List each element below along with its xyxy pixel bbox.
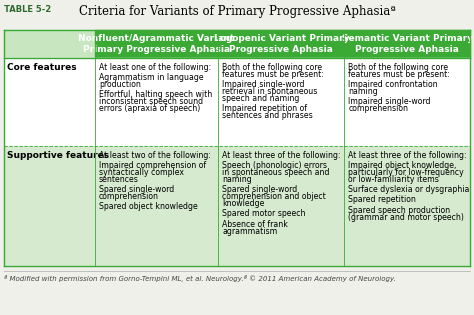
Text: Criteria for Variants of Primary Progressive Aphasiaª: Criteria for Variants of Primary Progres… xyxy=(79,5,395,18)
Bar xyxy=(219,58,344,146)
Text: in spontaneous speech and: in spontaneous speech and xyxy=(222,168,330,177)
Text: Spared repetition: Spared repetition xyxy=(348,195,416,204)
Text: comprehension and object: comprehension and object xyxy=(222,192,326,201)
Bar xyxy=(4,30,95,58)
Bar xyxy=(344,30,470,58)
Bar xyxy=(344,58,470,146)
Bar xyxy=(4,146,95,266)
Text: Supportive features: Supportive features xyxy=(7,151,109,160)
Text: At least two of the following:: At least two of the following: xyxy=(99,151,211,160)
Text: Semantic Variant Primary
Progressive Aphasia: Semantic Variant Primary Progressive Aph… xyxy=(342,34,473,54)
Text: Nonfluent/Agrammatic Variant
Primary Progressive Aphasia: Nonfluent/Agrammatic Variant Primary Pro… xyxy=(79,34,235,54)
Bar xyxy=(95,146,219,266)
Text: Spared motor speech: Spared motor speech xyxy=(222,209,306,218)
Text: ª Modified with permission from Gorno-Tempini ML, et al. Neurology.ª © 2011 Amer: ª Modified with permission from Gorno-Te… xyxy=(4,275,396,282)
Text: Spared object knowledge: Spared object knowledge xyxy=(99,203,198,211)
Text: Speech (phonologic) errors: Speech (phonologic) errors xyxy=(222,161,328,170)
Text: Both of the following core: Both of the following core xyxy=(222,63,322,72)
Text: Impaired single-word: Impaired single-word xyxy=(222,80,305,89)
Text: Absence of frank: Absence of frank xyxy=(222,220,288,229)
Text: sentences and phrases: sentences and phrases xyxy=(222,111,313,120)
Text: production: production xyxy=(99,80,141,89)
Bar xyxy=(219,30,344,58)
Text: At least one of the following:: At least one of the following: xyxy=(99,63,211,72)
Text: Impaired single-word: Impaired single-word xyxy=(348,97,431,106)
Text: Effortful, halting speech with: Effortful, halting speech with xyxy=(99,90,212,99)
Text: naming: naming xyxy=(222,175,252,184)
Text: Logopenic Variant Primary
Progressive Aphasia: Logopenic Variant Primary Progressive Ap… xyxy=(213,34,349,54)
Text: or low-familiarity items: or low-familiarity items xyxy=(348,175,439,184)
Text: sentences: sentences xyxy=(99,175,139,184)
Text: At least three of the following:: At least three of the following: xyxy=(222,151,341,160)
Text: syntactically complex: syntactically complex xyxy=(99,168,184,177)
Bar xyxy=(219,146,344,266)
Text: comprehension: comprehension xyxy=(348,104,408,113)
Bar xyxy=(344,146,470,266)
Bar xyxy=(95,58,219,146)
Text: Agrammatism in language: Agrammatism in language xyxy=(99,73,203,82)
Text: Spared single-word: Spared single-word xyxy=(222,185,298,194)
Text: Both of the following core: Both of the following core xyxy=(348,63,448,72)
Text: comprehension: comprehension xyxy=(99,192,159,201)
Text: Core features: Core features xyxy=(7,63,77,72)
Text: knowledge: knowledge xyxy=(222,199,265,208)
Bar xyxy=(4,58,95,146)
Text: Spared single-word: Spared single-word xyxy=(99,185,174,194)
Text: At least three of the following:: At least three of the following: xyxy=(348,151,467,160)
Text: Impaired comprehension of: Impaired comprehension of xyxy=(99,161,206,170)
Text: Impaired repetition of: Impaired repetition of xyxy=(222,104,307,113)
Text: Spared speech production: Spared speech production xyxy=(348,206,450,215)
Text: particularly for low-frequency: particularly for low-frequency xyxy=(348,168,464,177)
Text: Surface dyslexia or dysgraphia: Surface dyslexia or dysgraphia xyxy=(348,185,470,194)
Text: agrammatism: agrammatism xyxy=(222,226,278,236)
Text: features must be present:: features must be present: xyxy=(348,70,450,79)
Text: naming: naming xyxy=(348,87,378,96)
Text: Impaired confrontation: Impaired confrontation xyxy=(348,80,438,89)
Text: errors (apraxia of speech): errors (apraxia of speech) xyxy=(99,104,200,113)
Text: Impaired object knowledge,: Impaired object knowledge, xyxy=(348,161,456,170)
Text: retrieval in spontaneous: retrieval in spontaneous xyxy=(222,87,318,96)
Text: speech and naming: speech and naming xyxy=(222,94,300,103)
Text: features must be present:: features must be present: xyxy=(222,70,324,79)
Bar xyxy=(95,30,219,58)
Text: (grammar and motor speech): (grammar and motor speech) xyxy=(348,213,464,221)
Text: TABLE 5-2: TABLE 5-2 xyxy=(4,5,51,14)
Text: inconsistent speech sound: inconsistent speech sound xyxy=(99,97,203,106)
